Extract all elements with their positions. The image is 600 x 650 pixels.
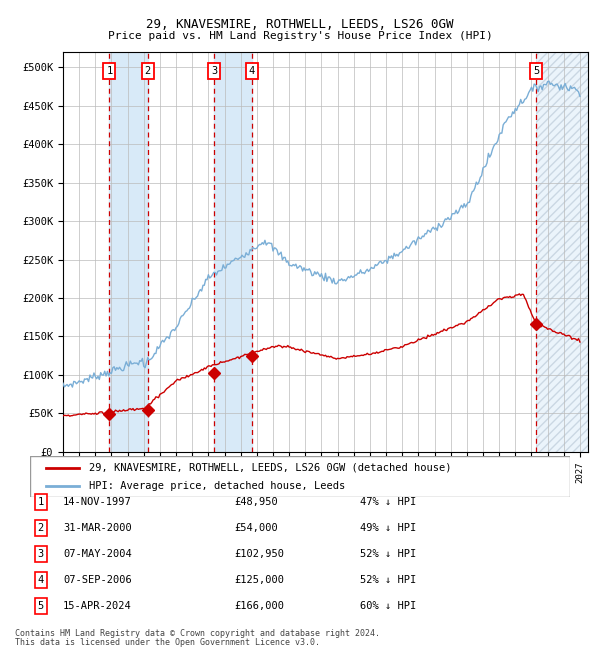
Text: £48,950: £48,950 (234, 497, 278, 507)
Text: Price paid vs. HM Land Registry's House Price Index (HPI): Price paid vs. HM Land Registry's House … (107, 31, 493, 41)
Text: 2: 2 (145, 66, 151, 76)
Text: 1: 1 (106, 66, 112, 76)
Text: 5: 5 (533, 66, 539, 76)
Text: 4: 4 (38, 575, 44, 585)
Text: 47% ↓ HPI: 47% ↓ HPI (360, 497, 416, 507)
Text: 2: 2 (38, 523, 44, 533)
Text: 60% ↓ HPI: 60% ↓ HPI (360, 601, 416, 611)
Bar (536, 52, 588, 452)
Text: 29, KNAVESMIRE, ROTHWELL, LEEDS, LS26 0GW: 29, KNAVESMIRE, ROTHWELL, LEEDS, LS26 0G… (146, 18, 454, 31)
Text: 3: 3 (38, 549, 44, 559)
Text: 5: 5 (38, 601, 44, 611)
FancyBboxPatch shape (30, 456, 570, 497)
Text: 52% ↓ HPI: 52% ↓ HPI (360, 549, 416, 559)
Text: £125,000: £125,000 (234, 575, 284, 585)
Text: 4: 4 (248, 66, 255, 76)
Text: 31-MAR-2000: 31-MAR-2000 (63, 523, 132, 533)
Text: 07-MAY-2004: 07-MAY-2004 (63, 549, 132, 559)
Text: £102,950: £102,950 (234, 549, 284, 559)
Text: This data is licensed under the Open Government Licence v3.0.: This data is licensed under the Open Gov… (15, 638, 320, 647)
Text: £54,000: £54,000 (234, 523, 278, 533)
Text: £166,000: £166,000 (234, 601, 284, 611)
Text: Contains HM Land Registry data © Crown copyright and database right 2024.: Contains HM Land Registry data © Crown c… (15, 629, 380, 638)
Text: 15-APR-2024: 15-APR-2024 (63, 601, 132, 611)
Text: 3: 3 (211, 66, 217, 76)
Text: 1: 1 (38, 497, 44, 507)
Text: 14-NOV-1997: 14-NOV-1997 (63, 497, 132, 507)
Text: 29, KNAVESMIRE, ROTHWELL, LEEDS, LS26 0GW (detached house): 29, KNAVESMIRE, ROTHWELL, LEEDS, LS26 0G… (89, 463, 452, 473)
Text: 52% ↓ HPI: 52% ↓ HPI (360, 575, 416, 585)
Bar (214, 52, 251, 452)
Text: 49% ↓ HPI: 49% ↓ HPI (360, 523, 416, 533)
Text: 07-SEP-2006: 07-SEP-2006 (63, 575, 132, 585)
Text: HPI: Average price, detached house, Leeds: HPI: Average price, detached house, Leed… (89, 481, 346, 491)
Bar (109, 52, 148, 452)
